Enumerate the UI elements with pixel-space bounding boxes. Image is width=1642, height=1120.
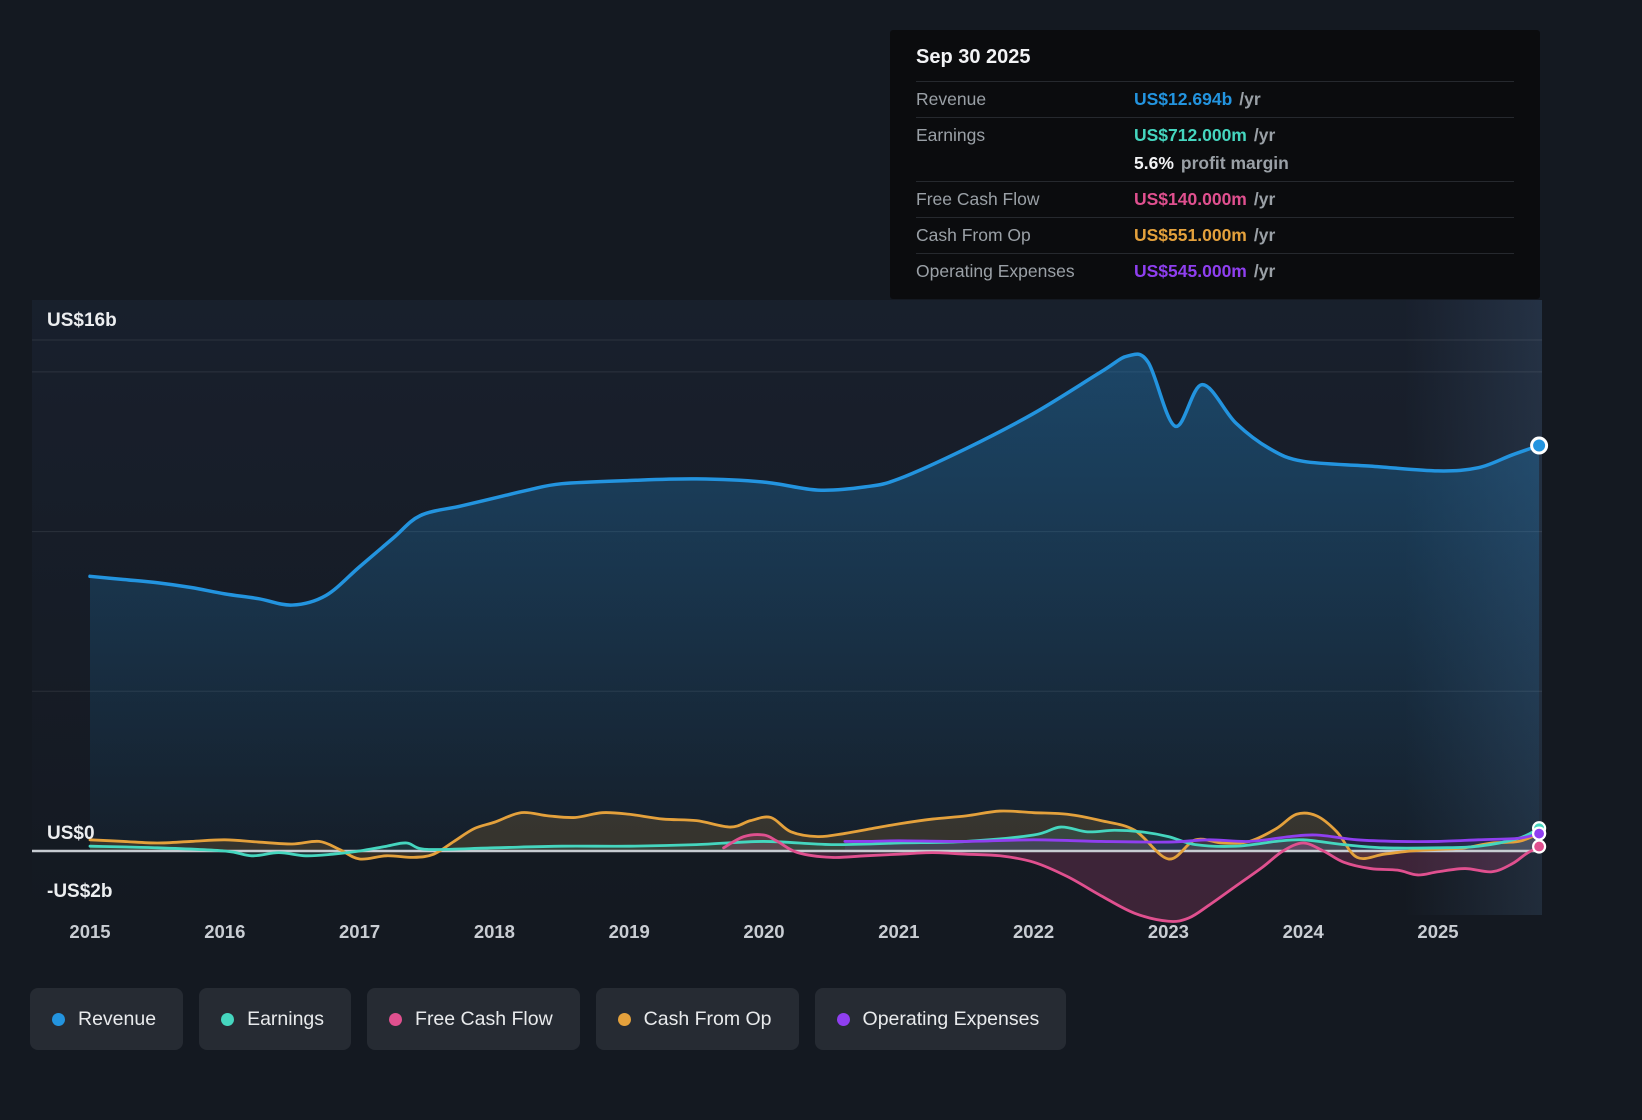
tooltip-row-suffix: /yr (1253, 189, 1276, 209)
tooltip-row-label: Operating Expenses (916, 261, 1075, 281)
tooltip-row-operating-expenses: Operating Expenses US$545.000m /yr (916, 253, 1514, 289)
x-axis-label: 2016 (204, 921, 245, 942)
x-axis-label: 2023 (1148, 921, 1189, 942)
tooltip-date: Sep 30 2025 (916, 46, 1031, 68)
legend-item-label: Earnings (247, 1007, 325, 1030)
tooltip-row-value: US$12.694b (1134, 89, 1233, 109)
operating-expenses-dot-icon (836, 1012, 850, 1026)
y-axis-label: US$0 (47, 823, 95, 844)
cash-from-op-line (88, 809, 1541, 861)
earnings-line (88, 825, 1541, 858)
x-axis-label: 2025 (1417, 921, 1458, 942)
revenue-line (88, 352, 1541, 607)
x-axis-label: 2020 (743, 921, 784, 942)
free-cash-flow-line (722, 833, 1541, 923)
tooltip-row-revenue: Revenue US$12.694b /yr (916, 81, 1514, 117)
y-axis-label: -US$2b (47, 881, 112, 902)
x-axis-label: 2015 (69, 921, 110, 942)
legend-item-label: Revenue (78, 1007, 157, 1030)
free-cash-flow-dot-icon (389, 1012, 403, 1026)
legend-item-free-cash-flow[interactable]: Free Cash Flow (367, 988, 580, 1050)
financial-history-chart[interactable]: US$16b US$0 -US$2b 2015 2016 2017 2018 2019 2020… (0, 300, 1642, 960)
tooltip-row-suffix: /yr (1253, 125, 1276, 145)
cash-from-op-area (90, 810, 1540, 860)
x-axis-label: 2017 (339, 921, 380, 942)
tooltip-row-suffix: /yr (1253, 261, 1276, 281)
x-axis-label: 2021 (878, 921, 919, 942)
x-axis-label: 2022 (1013, 921, 1054, 942)
operating-expenses-line (843, 832, 1541, 844)
revenue-dot-icon (52, 1012, 65, 1026)
legend-item-label: Free Cash Flow (415, 1007, 553, 1030)
tooltip-row-label: Revenue (916, 89, 987, 109)
tooltip-row-label: Cash From Op (916, 225, 1031, 245)
free-cash-flow-end-marker (1531, 839, 1547, 854)
tooltip-row-suffix: /yr (1253, 225, 1276, 245)
legend-item-earnings[interactable]: Earnings (199, 988, 352, 1050)
operating-expenses-end-marker (1531, 826, 1547, 841)
x-axis-label: 2018 (474, 921, 515, 942)
tooltip-row-value: US$140.000m (1134, 189, 1247, 209)
legend-item-cash-from-op[interactable]: Cash From Op (595, 988, 799, 1050)
tooltip-row-cash-from-op: Cash From Op US$551.000m /yr (916, 217, 1514, 253)
chart-legend: Revenue Earnings Free Cash Flow Cash Fro… (30, 988, 1067, 1050)
tooltip-row-suffix: /yr (1239, 89, 1261, 109)
chart-tooltip: Sep 30 2025 Revenue US$12.694b /yr Earni… (890, 30, 1540, 299)
tooltip-row-value: US$712.000m (1134, 125, 1247, 145)
revenue-end-marker (1530, 436, 1549, 455)
earnings-area (90, 827, 1540, 856)
tooltip-row-label: Free Cash Flow (916, 189, 1040, 209)
y-axis-label: US$16b (47, 310, 117, 331)
legend-item-label: Cash From Op (643, 1007, 772, 1030)
tooltip-row-profit-margin: 5.6% profit margin (916, 153, 1514, 181)
tooltip-row-free-cash-flow: Free Cash Flow US$140.000m /yr (916, 181, 1514, 217)
tooltip-row-earnings: Earnings US$712.000m /yr (916, 117, 1514, 153)
earnings-dot-icon (221, 1012, 235, 1026)
tooltip-row-value: US$545.000m (1134, 261, 1247, 281)
tooltip-row-value: US$551.000m (1134, 225, 1247, 245)
legend-item-operating-expenses[interactable]: Operating Expenses (814, 988, 1067, 1050)
x-axis-label: 2019 (609, 921, 650, 942)
tooltip-row-label: Earnings (916, 125, 986, 145)
revenue-area (90, 354, 1540, 851)
x-axis-label: 2024 (1283, 921, 1325, 942)
cash-from-op-dot-icon (617, 1012, 631, 1026)
tooltip-row-value: 5.6% (1134, 153, 1174, 173)
legend-item-label: Operating Expenses (862, 1007, 1040, 1030)
legend-item-revenue[interactable]: Revenue (30, 988, 184, 1050)
tooltip-row-suffix: profit margin (1180, 153, 1289, 173)
